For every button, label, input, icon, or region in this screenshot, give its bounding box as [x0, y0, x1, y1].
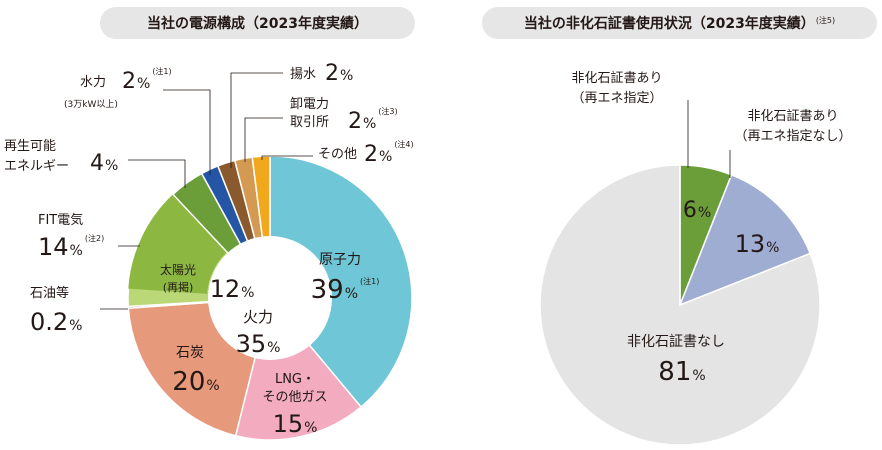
- label-fit: FIT電気: [38, 212, 83, 228]
- value-coal-unit: %: [206, 378, 219, 394]
- label-nuclear: 原子力: [319, 252, 361, 268]
- value-renew: 4%: [90, 151, 118, 176]
- value-exchange: 2%(注3): [348, 106, 398, 134]
- value-solar-number: 12: [210, 275, 241, 303]
- label-hydro: 水力: [80, 75, 106, 90]
- value-other-number: 2: [364, 142, 378, 167]
- value-fit-note: (注2): [85, 233, 104, 243]
- label-exchange-1: 卸電力: [290, 96, 329, 112]
- pie-chart-power-mix: [127, 155, 413, 441]
- value-pump: 2%: [325, 61, 353, 86]
- value-fit: 14%(注2): [38, 233, 104, 261]
- label-cert-re-2: （再エネ指定）: [571, 91, 662, 106]
- value-nuclear-note: (注1): [360, 276, 379, 286]
- value-hydro-unit: %: [137, 76, 150, 92]
- chart1-title: 当社の電源構成（2023年度実績）: [100, 7, 415, 39]
- value-oil-unit: %: [69, 318, 82, 334]
- chart1-title-text: 当社の電源構成（2023年度実績）: [147, 16, 368, 32]
- value-cert-none-number: 81: [658, 357, 691, 387]
- value-renew-unit: %: [105, 158, 118, 174]
- value-nuclear: 39%(注1): [311, 275, 380, 305]
- value-exchange-note: (注3): [378, 106, 397, 116]
- leader-renew: [128, 159, 186, 188]
- value-oil-number: 0.2: [30, 308, 68, 336]
- value-hydro-number: 2: [122, 69, 136, 94]
- value-coal: 20%: [172, 367, 219, 397]
- label-other: その他: [318, 147, 357, 162]
- label-lng-1: LNG・: [275, 372, 315, 387]
- value-nuclear-unit: %: [345, 286, 358, 302]
- value-pump-number: 2: [325, 61, 339, 86]
- center-value-number: 35: [236, 330, 267, 358]
- value-cert-nonre: 13%: [735, 230, 780, 258]
- value-cert-none-unit: %: [692, 368, 705, 384]
- center-value: 35%: [236, 330, 281, 358]
- value-fit-unit: %: [70, 243, 83, 259]
- value-solar-unit: %: [241, 285, 254, 301]
- leader-hydro: [163, 89, 211, 175]
- label-coal: 石炭: [176, 345, 204, 361]
- label-solar-2: (再掲): [163, 280, 194, 294]
- center-value-unit: %: [267, 340, 280, 356]
- label-renew-2: エネルギー: [4, 159, 69, 174]
- pie1-slice-0: [269, 155, 413, 409]
- value-cert-nonre-number: 13: [735, 230, 766, 258]
- value-lng: 15%: [273, 410, 318, 438]
- pie-chart-certificates: [539, 164, 821, 446]
- label-cert-nonre-1: 非化石証書あり: [747, 109, 838, 124]
- value-lng-number: 15: [273, 410, 304, 438]
- leader-other: [261, 155, 313, 160]
- value-oil: 0.2%: [30, 308, 82, 336]
- value-other-note: (注4): [394, 139, 413, 149]
- value-other: 2%(注4): [364, 139, 414, 167]
- label-cert-none: 非化石証書なし: [627, 334, 725, 350]
- value-cert-re-number: 6: [683, 198, 697, 223]
- pie1-slice-inner-4: [128, 194, 227, 294]
- leader-pump: [230, 72, 283, 168]
- value-pump-unit: %: [340, 68, 353, 84]
- label-solar-1: 太陽光: [160, 262, 196, 277]
- value-cert-re-unit: %: [698, 205, 711, 221]
- label-cert-nonre-2: （再エネ指定なし）: [734, 129, 851, 144]
- chart2-title-note: (注5): [815, 15, 836, 25]
- value-cert-nonre-unit: %: [766, 240, 779, 256]
- label-hydro-sub: (3万kW以上): [64, 99, 118, 110]
- label-oil: 石油等: [30, 285, 69, 301]
- pie1-center-hole: [208, 236, 332, 360]
- value-solar: 12%: [210, 275, 255, 303]
- value-hydro-note: (注1): [152, 66, 171, 76]
- value-coal-number: 20: [172, 367, 205, 397]
- value-other-unit: %: [379, 149, 392, 165]
- label-cert-re-1: 非化石証書あり: [571, 71, 662, 86]
- leader-exchange: [244, 117, 283, 162]
- label-exchange-2: 取引所: [290, 115, 329, 130]
- pie2-slice-1: [678, 173, 812, 307]
- value-renew-number: 4: [90, 151, 104, 176]
- value-fit-number: 14: [38, 233, 69, 261]
- value-cert-re: 6%: [683, 198, 711, 223]
- value-hydro: 2%(注1): [122, 66, 172, 94]
- center-label: 火力: [243, 308, 273, 326]
- label-renew-1: 再生可能: [4, 139, 56, 154]
- value-exchange-number: 2: [348, 109, 362, 134]
- value-exchange-unit: %: [363, 116, 376, 132]
- label-lng-2: その他ガス: [262, 390, 327, 405]
- value-cert-none: 81%: [658, 357, 705, 387]
- value-lng-unit: %: [304, 420, 317, 436]
- chart2-title: 当社の非化石証書使用状況（2023年度実績） (注5): [482, 7, 877, 39]
- pie2-slice-2: [539, 164, 821, 446]
- value-nuclear-number: 39: [311, 275, 344, 305]
- chart2-title-text: 当社の非化石証書使用状況（2023年度実績）: [523, 16, 815, 32]
- label-pump: 揚水: [290, 66, 316, 82]
